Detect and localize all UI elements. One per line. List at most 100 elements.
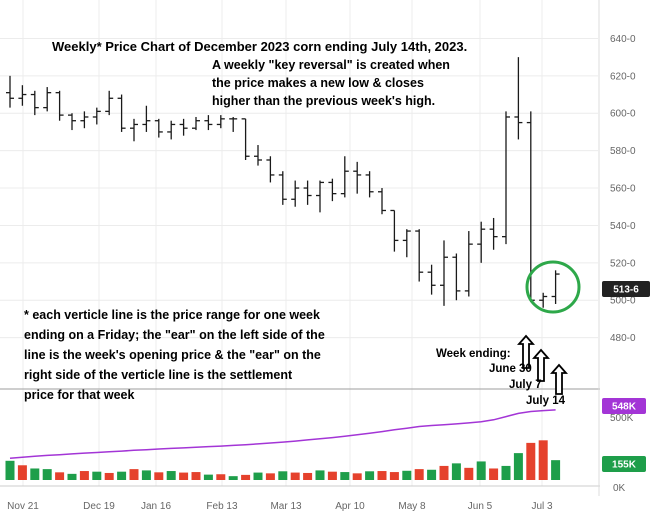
price-bar [291,180,300,207]
price-bar [440,240,448,306]
price-bar [365,171,374,198]
volume-bar [79,471,89,480]
key-reversal-line-1: A weekly "key reversal" is created when [212,58,450,72]
price-axis: 480-0 500-0 520-0 540-0 560-0 580-0 600-0 620-0… [610,34,636,494]
ma-volume-badge: 548K [602,398,646,414]
price-bar [452,253,461,301]
price-bar [477,221,486,263]
price-bar [378,188,386,215]
volume-bar [129,469,139,480]
volume-bar [290,472,300,480]
price-bar [142,105,151,132]
volume-bar [551,460,561,480]
price-bar [55,90,64,121]
price-bar [68,113,76,131]
volume-badge: 155K [602,456,646,472]
volume-bar [5,460,15,480]
price-bar [80,111,89,129]
up-arrow-icon [532,348,550,382]
price-bar [179,118,188,136]
volume-bar [117,471,127,480]
volume-bar [402,470,412,480]
chart-title: Weekly* Price Chart of December 2023 cor… [52,39,467,54]
price-bar [229,116,238,132]
footnote-line-5: price for that week [24,388,134,402]
price-bar [105,90,114,116]
price-tick-label: 500-0 [610,296,636,307]
price-bar [18,85,27,106]
volume-bar [526,442,536,480]
volume-bar [352,473,362,480]
price-tick-label: 560-0 [610,184,636,195]
price-bar [167,120,176,140]
time-tick-label: May 8 [398,501,426,512]
price-bar [130,118,138,142]
price-bar [241,118,250,160]
volume-bars [5,440,561,480]
price-bar [353,161,362,194]
volume-tick-label: 0K [613,483,626,494]
volume-bar [191,472,201,480]
volume-bar [451,463,461,480]
price-tick-label: 580-0 [610,146,636,157]
volume-bar [340,472,350,480]
volume-bar [464,467,474,480]
time-axis: Nov 21 Dec 19 Jan 16 Feb 13 Mar 13 Apr 10 May … [7,501,553,512]
time-tick-label: Apr 10 [335,501,365,512]
price-bar [316,180,324,213]
price-bar [92,107,101,125]
grid [0,0,598,486]
volume-bar [228,476,238,480]
price-bar [390,209,399,252]
price-bar [402,229,411,258]
july7-label: July 7 [509,379,542,391]
footnote-line-2: ending on a Friday; the "ear" on the lef… [24,328,325,342]
volume-bar [141,470,151,480]
price-bar [254,145,262,166]
key-reversal-line-3: higher than the previous week's high. [212,94,435,108]
price-bar [415,229,424,282]
volume-bar [389,472,399,480]
volume-bar [439,465,449,480]
volume-bar [476,461,486,480]
volume-bar [489,468,499,480]
price-bar [340,156,349,198]
price-bar [216,115,225,129]
price-bar [266,156,275,183]
price-bar [303,180,312,205]
price-bar [502,111,510,245]
volume-bar [538,440,548,480]
volume-bar [216,474,226,480]
volume-bar [203,474,213,480]
price-tick-label: 520-0 [610,258,636,269]
volume-bar [278,471,288,480]
price-tick-label: 620-0 [610,71,636,82]
panel-separators [0,0,600,496]
volume-label: 155K [612,460,637,471]
time-tick-label: Feb 13 [206,501,238,512]
price-bar [6,75,14,108]
up-arrow-icon [550,363,568,395]
price-tick-label: 480-0 [610,333,636,344]
volume-bar [414,469,424,480]
volume-bar [315,470,325,480]
last-price-badge: 513-6 [602,281,650,297]
week-ending-label: Week ending: [436,348,511,360]
volume-bar [365,471,375,480]
price-bar [204,115,213,131]
volume-bar [42,469,52,480]
volume-bar [30,468,40,480]
time-tick-label: Dec 19 [83,501,115,512]
volume-bar [427,469,437,480]
volume-bar [377,471,387,480]
volume-bar [241,474,251,480]
price-bar [154,118,163,138]
price-bar [489,217,498,250]
volume-bar [55,472,65,480]
volume-bar [303,472,313,480]
time-tick-label: Jan 16 [141,501,171,512]
price-bars [6,57,560,308]
price-bar [427,264,436,295]
key-reversal-line-2: the price makes a new low & closes [212,76,424,90]
